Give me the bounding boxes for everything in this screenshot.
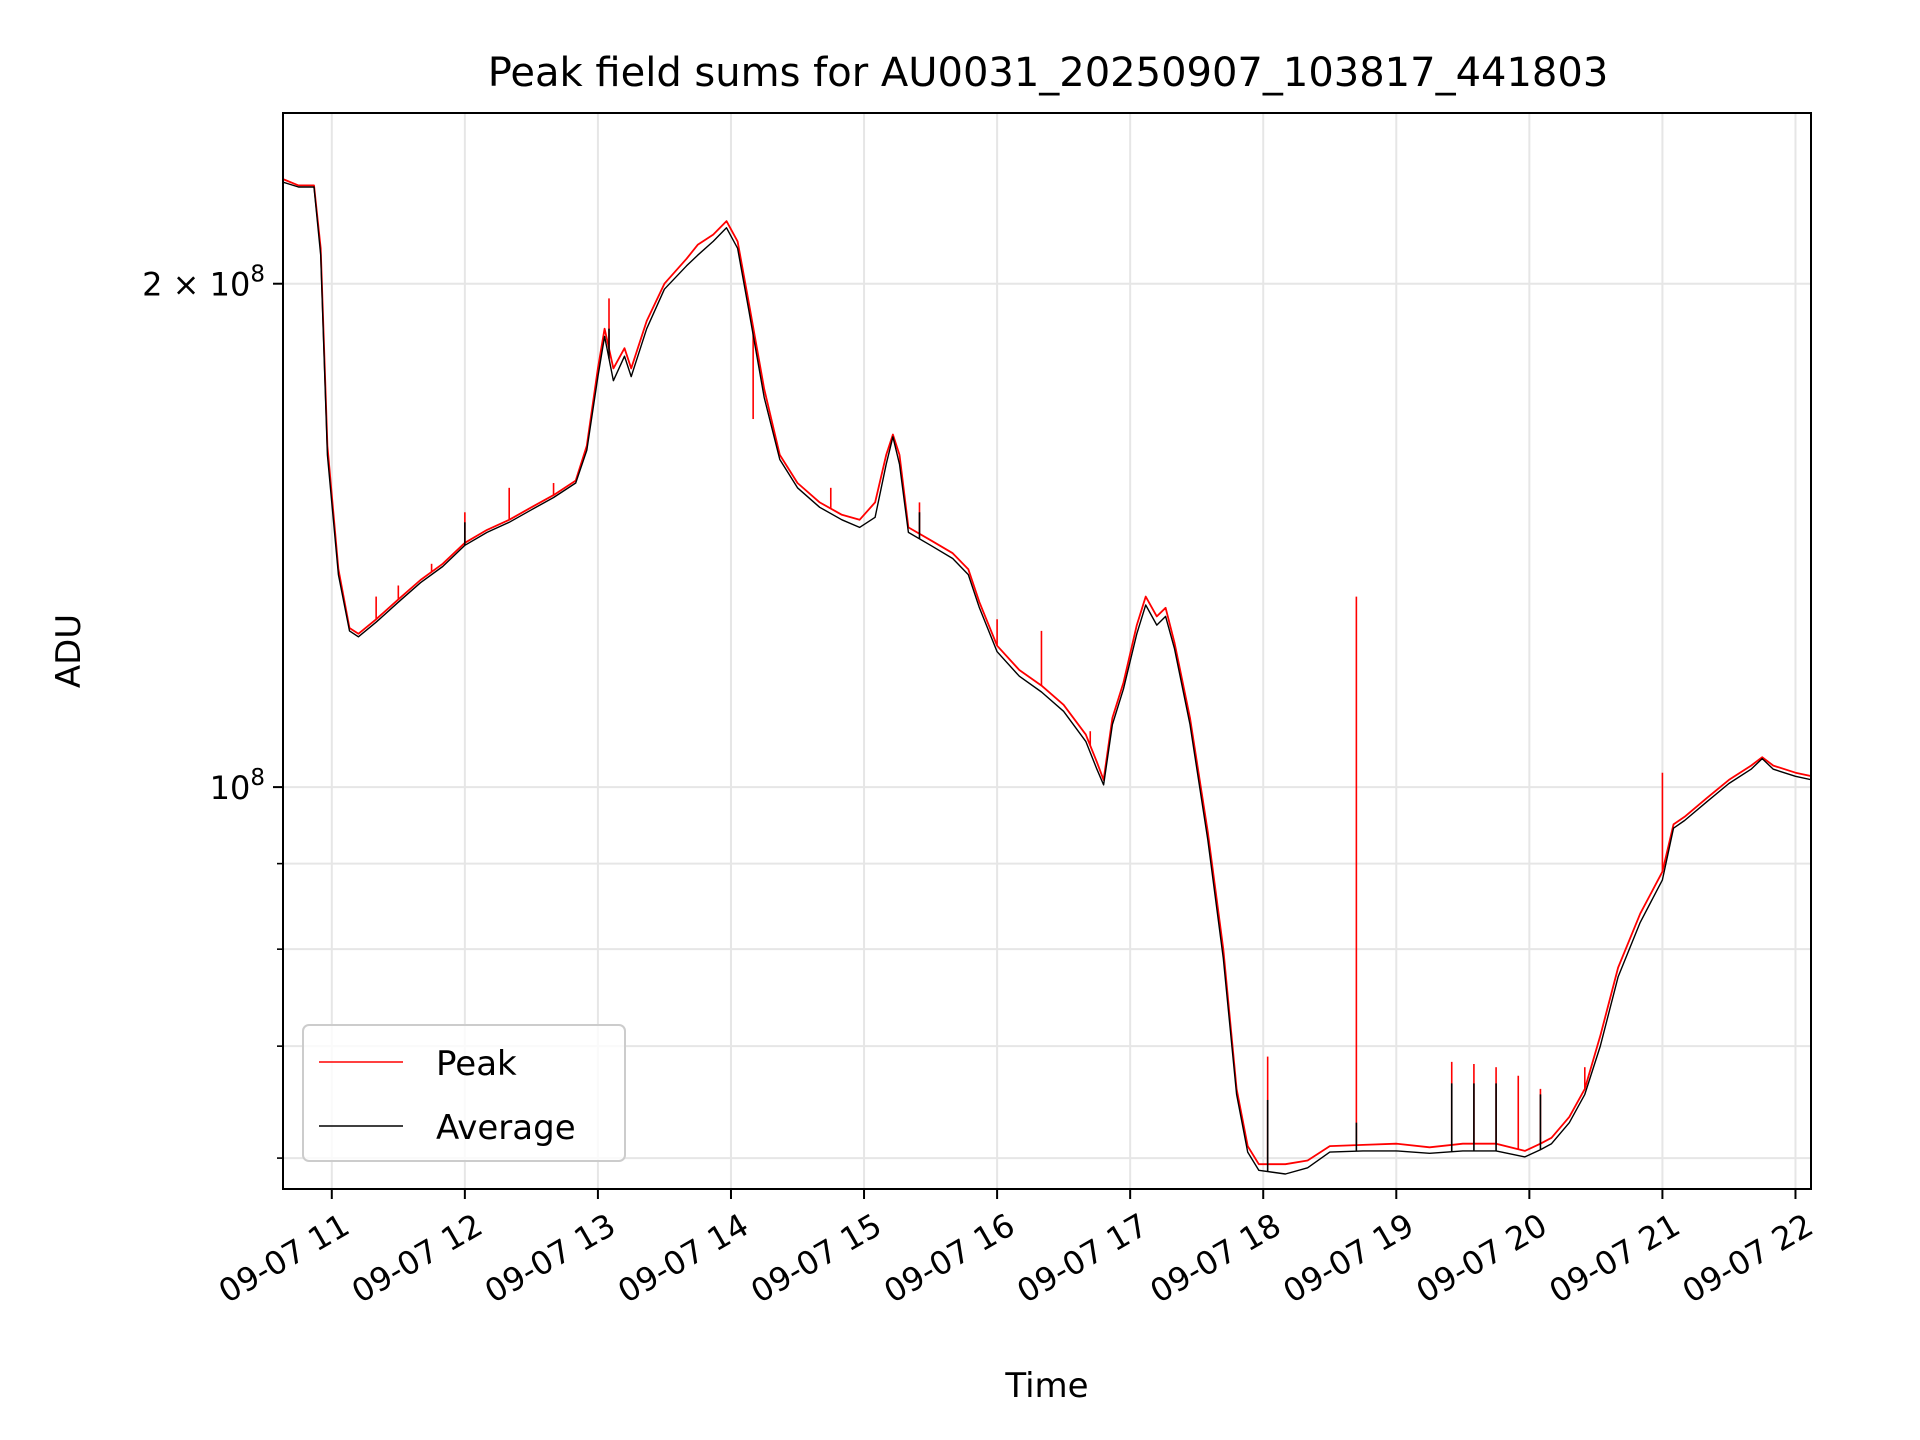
y-axis: 108 2 × 108 <box>142 262 283 1159</box>
axes-frame <box>282 112 1812 1190</box>
x-axis-label: Time <box>1004 1366 1088 1406</box>
plot-area <box>283 178 1811 1175</box>
series-line-peak <box>283 178 1811 1166</box>
y-tick-label: 108 <box>210 765 265 807</box>
y-tick-label: 2 × 108 <box>142 262 265 304</box>
legend: Peak Average <box>302 1024 626 1162</box>
legend-average-label: Average <box>436 1108 576 1148</box>
y-axis-label: ADU <box>49 614 89 688</box>
legend-peak-label: Peak <box>436 1044 517 1084</box>
series-line-average <box>283 181 1811 1175</box>
series-layer <box>283 178 1811 1175</box>
legend-box <box>302 1024 626 1162</box>
chart-title: Peak field sums for AU0031_20250907_1038… <box>488 50 1609 96</box>
grid <box>283 113 1811 1189</box>
